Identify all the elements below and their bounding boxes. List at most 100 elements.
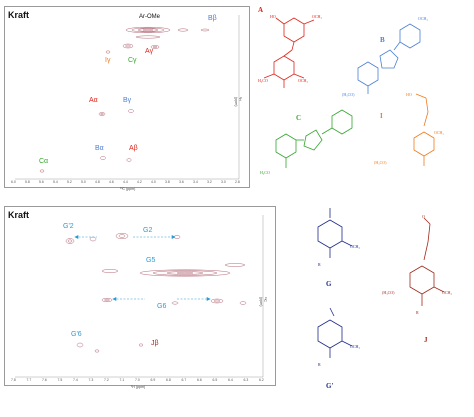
top-x-tick-label: 3.0 bbox=[221, 180, 226, 184]
structure-a: HO OCH₃ H₃CO OCH₃ bbox=[258, 14, 322, 88]
structure-c: H₃CO bbox=[260, 109, 353, 175]
top-x-tick-label: 5.2 bbox=[67, 180, 72, 184]
correlation-arrows bbox=[74, 235, 211, 301]
bottom-x-tick-label: 6.9 bbox=[150, 378, 156, 382]
svg-text:O: O bbox=[422, 214, 425, 219]
top-x-tick-label: 2.8 bbox=[235, 180, 240, 184]
structure-label-a: A bbox=[258, 6, 264, 14]
bottom-x-tick-label: 7.7 bbox=[26, 378, 32, 382]
label-g2: G2 bbox=[143, 227, 153, 234]
top-panel-label: Kraft bbox=[8, 10, 30, 20]
bottom-x-tick-label: 7.2 bbox=[104, 378, 109, 382]
top-x-tick-label: 4.2 bbox=[137, 180, 142, 184]
top-x-tick-label: 4.0 bbox=[151, 180, 156, 184]
top-contour-plot bbox=[15, 15, 240, 180]
top-x-tick-label: 3.2 bbox=[207, 180, 212, 184]
bottom-x-axis-label: ¹H (ppm) bbox=[131, 385, 146, 389]
svg-text:(H₃CO): (H₃CO) bbox=[374, 160, 387, 165]
svg-text:OCH₃: OCH₃ bbox=[298, 78, 308, 83]
c-alpha-contours bbox=[39, 169, 45, 173]
svg-text:HO: HO bbox=[270, 14, 276, 19]
svg-text:OCH₃: OCH₃ bbox=[434, 130, 444, 135]
svg-text:H₃CO: H₃CO bbox=[260, 170, 270, 175]
label-c-gamma: Cγ bbox=[128, 57, 137, 64]
structure-g: OCH₃ R bbox=[317, 208, 360, 267]
svg-text:H₃CO: H₃CO bbox=[258, 78, 268, 83]
structure-label-g-prime: G' bbox=[326, 382, 334, 390]
bottom-x-tick-label: 6.5 bbox=[212, 378, 218, 382]
structure-i: HO (H₃CO) OCH₃ bbox=[374, 92, 444, 166]
svg-text:R: R bbox=[318, 262, 321, 267]
g2-contours bbox=[65, 232, 181, 244]
top-x-axis-label: ¹³C (ppm) bbox=[120, 187, 136, 191]
structure-label-c: C bbox=[296, 114, 302, 122]
top-y-axis-label: ¹H (ppm) bbox=[234, 97, 242, 107]
svg-text:OCH₃: OCH₃ bbox=[418, 16, 428, 21]
bottom-x-tick-label: 7.5 bbox=[57, 378, 63, 382]
top-x-tick-label: 4.8 bbox=[95, 180, 100, 184]
top-x-tick-label: 5.8 bbox=[25, 180, 30, 184]
structure-label-j: J bbox=[424, 336, 428, 344]
top-x-tick-label: 4.4 bbox=[123, 180, 128, 184]
label-b-beta: Bβ bbox=[208, 15, 217, 22]
g5-contours bbox=[101, 263, 246, 277]
label-b-gamma: Bγ bbox=[123, 97, 132, 104]
top-x-tick-label: 6.0 bbox=[11, 180, 16, 184]
label-g-prime-6: G'6 bbox=[71, 331, 82, 338]
structure-label-i: I bbox=[380, 112, 383, 120]
label-g6: G6 bbox=[157, 303, 167, 310]
label-c-alpha: Cα bbox=[39, 158, 49, 165]
top-x-tick-label: 5.0 bbox=[81, 180, 86, 184]
bottom-x-tick-label: 6.4 bbox=[228, 378, 233, 382]
label-ar-ome: Ar-OMe bbox=[139, 14, 160, 20]
svg-text:(H₃CO): (H₃CO) bbox=[342, 92, 355, 97]
bottom-x-tick-label: 6.3 bbox=[243, 378, 249, 382]
bottom-y-axis-label: ¹³C (ppm) bbox=[259, 297, 267, 307]
bottom-x-ticks: 7.8 7.7 7.6 7.5 7.4 7.3 7.2 7.1 7.0 6.9 6.8 6.7 6.6 6… bbox=[11, 378, 264, 384]
top-spectrum-panel: Kraft bbox=[4, 6, 250, 191]
bottom-x-tick-label: 7.6 bbox=[42, 378, 47, 382]
structure-j: O OCH₃ (H₃CO) R bbox=[382, 214, 452, 315]
structure-g-prime: OCH₃ R bbox=[317, 307, 360, 367]
a-alpha-contours bbox=[98, 109, 134, 116]
svg-text:HO: HO bbox=[406, 92, 412, 97]
bottom-spectrum-panel: Kraft bbox=[4, 206, 276, 389]
label-a-alpha: Aα bbox=[89, 97, 98, 104]
svg-text:R: R bbox=[318, 362, 321, 367]
label-g-prime-2: G'2 bbox=[63, 223, 74, 230]
b-alpha-contours bbox=[100, 156, 132, 162]
label-i-gamma: Iγ bbox=[105, 57, 111, 64]
top-x-tick-label: 3.6 bbox=[179, 180, 184, 184]
structure-label-g: G bbox=[326, 280, 332, 288]
svg-text:OCH₃: OCH₃ bbox=[350, 244, 360, 249]
bottom-x-tick-label: 7.1 bbox=[119, 378, 125, 382]
label-a-gamma: Aγ bbox=[145, 48, 154, 55]
bottom-x-tick-label: 6.7 bbox=[181, 378, 187, 382]
bottom-panel-label: Kraft bbox=[8, 210, 30, 220]
bottom-x-tick-label: 7.8 bbox=[11, 378, 16, 382]
g6-contours bbox=[101, 297, 247, 305]
ar-ome-contours bbox=[125, 26, 210, 39]
top-x-tick-label: 3.8 bbox=[165, 180, 170, 184]
bottom-x-tick-label: 6.8 bbox=[166, 378, 171, 382]
top-x-tick-label: 3.4 bbox=[193, 180, 198, 184]
svg-text:(H₃CO): (H₃CO) bbox=[382, 290, 395, 295]
top-x-tick-label: 4.6 bbox=[109, 180, 114, 184]
label-g5: G5 bbox=[146, 257, 156, 264]
svg-text:OCH₃: OCH₃ bbox=[442, 290, 452, 295]
bottom-x-tick-label: 7.0 bbox=[135, 378, 140, 382]
bottom-x-tick-label: 6.2 bbox=[259, 378, 264, 382]
top-x-ticks: 6.0 5.8 5.6 5.4 5.2 5.0 4.8 4.6 4.4 4.2 4.0 3.8 3.6 3… bbox=[11, 180, 240, 186]
svg-text:OCH₃: OCH₃ bbox=[312, 14, 322, 19]
label-j-beta: Jβ bbox=[151, 340, 159, 347]
bottom-contour-plot bbox=[15, 215, 264, 378]
svg-text:R: R bbox=[416, 310, 419, 315]
g-prime-6-contours bbox=[76, 342, 144, 353]
svg-text:OCH₃: OCH₃ bbox=[350, 344, 360, 349]
structure-label-b: B bbox=[380, 36, 385, 44]
bottom-x-tick-label: 6.6 bbox=[197, 378, 202, 382]
bottom-x-tick-label: 7.4 bbox=[73, 378, 78, 382]
structure-b: OCH₃ (H₃CO) bbox=[342, 16, 428, 97]
label-b-alpha: Bα bbox=[95, 145, 104, 152]
top-x-tick-label: 5.4 bbox=[53, 180, 58, 184]
